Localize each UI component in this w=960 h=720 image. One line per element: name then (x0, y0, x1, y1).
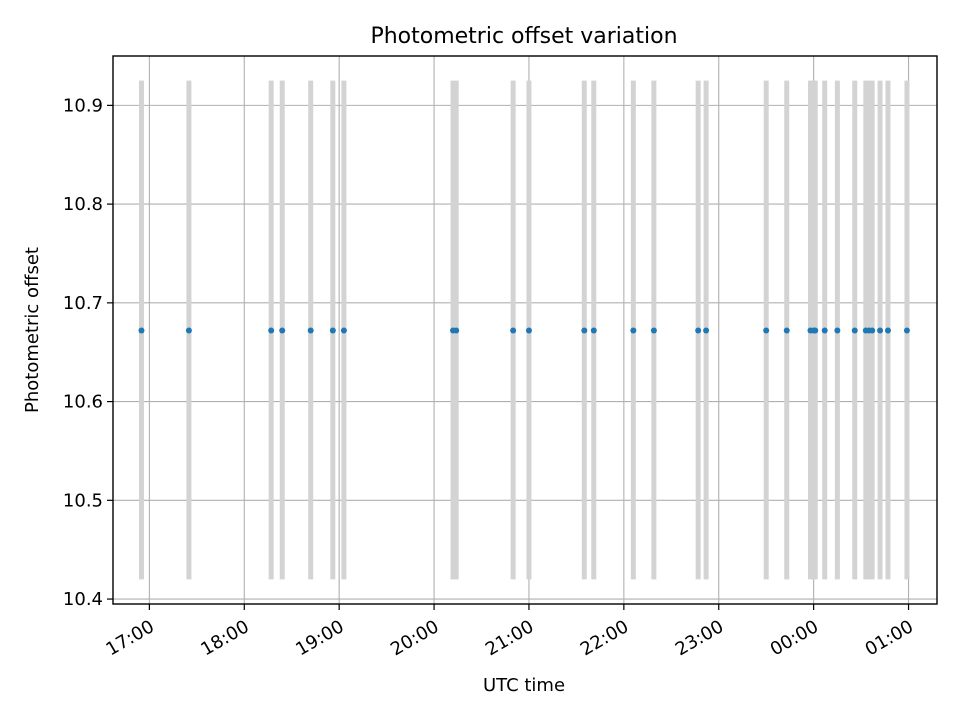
data-point (821, 327, 828, 334)
error-bar-layer (138, 80, 910, 580)
data-point (834, 327, 841, 334)
data-point (510, 327, 517, 334)
data-point (525, 327, 532, 334)
data-point (783, 327, 790, 334)
data-point (340, 327, 347, 334)
data-point (630, 327, 637, 334)
data-point (590, 327, 597, 334)
point-layer (138, 327, 910, 334)
data-point (453, 327, 460, 334)
x-tick-label: 01:00 (862, 616, 917, 660)
y-tick-label: 10.7 (63, 293, 103, 314)
y-tick-label: 10.8 (63, 194, 103, 215)
data-point (138, 327, 145, 334)
chart-title: Photometric offset variation (370, 24, 677, 49)
data-point (851, 327, 858, 334)
data-point (185, 327, 192, 334)
y-tick-label: 10.9 (63, 95, 103, 116)
data-point (581, 327, 588, 334)
x-tick-label: 18:00 (197, 616, 252, 660)
x-tick-label: 23:00 (672, 616, 727, 660)
y-tick-label: 10.6 (63, 392, 103, 413)
x-tick-label: 17:00 (102, 616, 157, 660)
data-point (903, 327, 910, 334)
plot-frame (112, 55, 938, 605)
x-tick-label: 21:00 (482, 616, 537, 660)
data-point (763, 327, 770, 334)
x-tick-label: 19:00 (292, 616, 347, 660)
x-tick-label: 22:00 (577, 616, 632, 660)
y-tick-label: 10.4 (63, 589, 103, 610)
x-axis-label: UTC time (483, 675, 565, 696)
data-point (279, 327, 286, 334)
data-point (703, 327, 710, 334)
data-point (307, 327, 314, 334)
x-tick-label: 20:00 (387, 616, 442, 660)
data-point (650, 327, 657, 334)
y-axis-label: Photometric offset (22, 247, 43, 413)
data-point (268, 327, 275, 334)
data-point (877, 327, 884, 334)
data-point (884, 327, 891, 334)
y-tick-label: 10.5 (63, 490, 103, 511)
x-tick-label: 00:00 (767, 616, 822, 660)
data-point (869, 327, 876, 334)
data-point (695, 327, 702, 334)
data-point (812, 327, 819, 334)
data-point (329, 327, 336, 334)
